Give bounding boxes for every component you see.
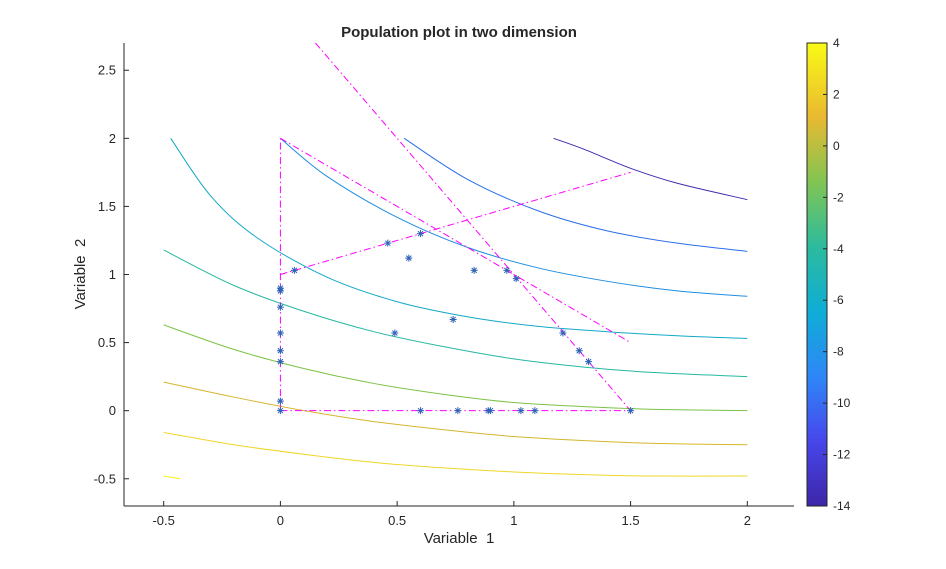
data-point	[276, 397, 284, 405]
plot-area: -0.5 0 0.5 1 1.5 2 -0.5 0 0.5 1 1.5 2 2.5	[94, 43, 794, 528]
data-point	[531, 407, 539, 415]
contour-line-3	[170, 138, 748, 340]
constraint-line-3	[280, 137, 631, 344]
data-point	[276, 347, 284, 355]
data-point	[384, 239, 392, 247]
x-tick-label: 2	[744, 513, 751, 528]
data-point	[276, 303, 284, 311]
chart-title: Population plot in two dimension	[341, 24, 577, 41]
x-tick-label: 1.5	[622, 513, 640, 528]
y-tick-label: 2.5	[98, 63, 116, 78]
data-point	[290, 266, 298, 274]
y-axis-ticks: -0.5 0 0.5 1 1.5 2 2.5	[94, 63, 129, 486]
colorbar-gradient	[806, 42, 828, 507]
population-points	[276, 230, 635, 415]
x-axis-title: Variable 1	[424, 530, 495, 547]
colorbar-tick-label: -6	[833, 293, 844, 307]
contour-line-4	[163, 249, 748, 378]
colorbar-tick-label: -14	[833, 499, 851, 513]
x-tick-label: 0.5	[388, 513, 406, 528]
data-point	[454, 407, 462, 415]
y-tick-label: 1	[109, 267, 116, 282]
contour-line-0	[553, 137, 748, 201]
contour-line-8	[163, 475, 181, 480]
contour-line-5	[163, 324, 748, 412]
data-point	[627, 407, 635, 415]
data-point	[449, 315, 457, 323]
x-tick-label: 1	[510, 513, 517, 528]
constraint-line-4	[315, 43, 631, 412]
contour-line-1	[403, 137, 748, 252]
data-point	[512, 275, 520, 283]
x-tick-label: -0.5	[152, 513, 174, 528]
constraint-line-2	[280, 171, 631, 275]
data-point	[391, 329, 399, 337]
y-axis-title: Variable 2	[72, 239, 89, 310]
contour-line-2	[280, 137, 748, 297]
data-point	[487, 407, 495, 415]
y-tick-label: 2	[109, 131, 116, 146]
colorbar-tick-label: 4	[833, 36, 840, 50]
data-point	[276, 407, 284, 415]
colorbar-tick-label: -10	[833, 396, 851, 410]
data-point	[585, 358, 593, 366]
data-point	[416, 407, 424, 415]
y-tick-label: 1.5	[98, 199, 116, 214]
data-point	[559, 329, 567, 337]
data-point	[470, 266, 478, 274]
colorbar: 4 2 0 -2 -4 -6 -8 -10 -12 -14	[806, 36, 851, 513]
x-tick-label: 0	[277, 513, 284, 528]
data-point	[276, 358, 284, 366]
data-point	[405, 254, 413, 262]
x-axis-ticks: -0.5 0 0.5 1 1.5 2	[152, 501, 751, 528]
data-point	[416, 230, 424, 238]
constraint-lines	[279, 43, 631, 412]
colorbar-tick-label: -4	[833, 242, 844, 256]
y-tick-label: -0.5	[94, 471, 116, 486]
data-point	[276, 329, 284, 337]
colorbar-tick-label: -12	[833, 448, 851, 462]
colorbar-tick-label: -8	[833, 345, 844, 359]
colorbar-tick-label: -2	[833, 190, 844, 204]
y-tick-label: 0.5	[98, 335, 116, 350]
contour-lines	[163, 137, 748, 480]
data-point	[276, 284, 284, 292]
data-point	[517, 407, 525, 415]
contour-line-7	[163, 431, 748, 477]
colorbar-tick-label: 2	[833, 87, 840, 101]
colorbar-tick-label: 0	[833, 139, 840, 153]
y-tick-label: 0	[109, 403, 116, 418]
data-point	[575, 347, 583, 355]
colorbar-ticks: 4 2 0 -2 -4 -6 -8 -10 -12 -14	[823, 36, 851, 513]
contour-line-6	[163, 381, 748, 446]
data-point	[503, 266, 511, 274]
